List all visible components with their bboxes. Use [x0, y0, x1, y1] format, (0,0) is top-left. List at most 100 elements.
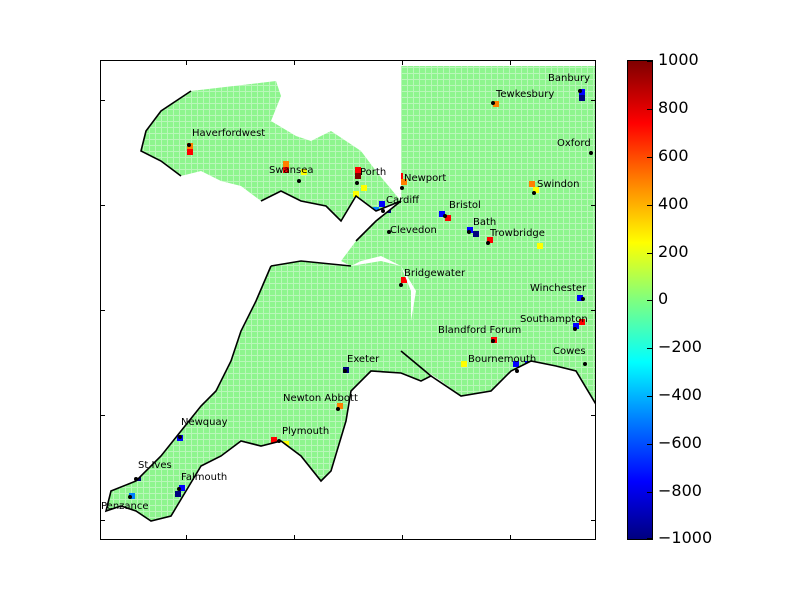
city-label-winchester: Winchester [530, 283, 587, 294]
city-dot [515, 369, 519, 373]
heat-cell [271, 437, 277, 443]
x-tick-top [402, 60, 403, 65]
heat-cell [445, 215, 451, 221]
heat-cell [283, 167, 289, 173]
city-dot [491, 339, 495, 343]
city-dot [532, 191, 536, 195]
y-tick [100, 100, 105, 101]
colorbar-tick-label: 400 [658, 194, 689, 213]
y-tick [100, 415, 105, 416]
colorbar-tick-label: −400 [658, 385, 702, 404]
city-dot [399, 283, 403, 287]
heat-cell [355, 173, 361, 179]
colorbar-tickmark [647, 492, 653, 493]
heat-cell [579, 89, 585, 95]
city-dot [297, 179, 301, 183]
city-label-clevedon: Clevedon [390, 225, 437, 236]
city-label-newquay: Newquay [181, 417, 228, 428]
city-dot [486, 241, 490, 245]
city-dot [583, 362, 587, 366]
y-tick-right [591, 520, 596, 521]
colorbar-tick-label: 800 [658, 98, 689, 117]
colorbar-tick-label: −1000 [658, 528, 713, 547]
colorbar-tickmark [647, 61, 653, 62]
city-dot [178, 435, 182, 439]
city-dot [336, 407, 340, 411]
colorbar-tick-label: 600 [658, 146, 689, 165]
city-dot [277, 439, 281, 443]
city-label-penzance: Penzance [101, 501, 149, 512]
x-tick [402, 535, 403, 540]
y-tick-right [591, 100, 596, 101]
y-tick-right [591, 415, 596, 416]
city-dot [134, 477, 138, 481]
city-label-st-ives: St Ives [138, 460, 172, 471]
heat-cell [529, 181, 535, 187]
city-label-newport: Newport [404, 173, 447, 184]
colorbar-tick-label: 0 [658, 289, 669, 308]
x-tick-top [510, 60, 511, 65]
coastline [104, 90, 595, 522]
map-svg [104, 66, 595, 522]
city-label-haverfordwest: Haverfordwest [192, 128, 266, 139]
heat-cell [493, 101, 499, 107]
city-label-cardiff: Cardiff [386, 195, 420, 206]
city-dot [443, 214, 447, 218]
x-tick [510, 535, 511, 540]
city-dot [400, 186, 404, 190]
city-label-cowes: Cowes [553, 346, 586, 357]
city-dot [177, 487, 181, 491]
y-tick-right [591, 205, 596, 206]
heat-cell [397, 173, 403, 179]
map-frame [100, 60, 596, 540]
heat-cell [461, 361, 467, 367]
city-dot [573, 327, 577, 331]
city-label-bridgewater: Bridgewater [404, 268, 466, 279]
city-dot [578, 89, 582, 93]
heat-cell [379, 201, 385, 207]
heat-cell [401, 179, 407, 185]
city-dot [467, 230, 471, 234]
colorbar-tickmark [647, 300, 653, 301]
x-tick-top [186, 60, 187, 65]
city-dot [128, 495, 132, 499]
y-tick-right [591, 310, 596, 311]
colorbar-tickmark [647, 538, 653, 539]
heat-cell [129, 493, 135, 499]
colorbar-tickmark [647, 205, 653, 206]
city-label-tewkesbury: Tewkesbury [496, 89, 555, 100]
colorbar-tick-label: 200 [658, 242, 689, 261]
colorbar-tick-label: 1000 [658, 50, 699, 69]
colorbar-tickmark [647, 396, 653, 397]
colorbar-tick-label: −200 [658, 337, 702, 356]
y-tick [100, 205, 105, 206]
heat-cell [573, 323, 579, 329]
heat-cell [355, 167, 361, 173]
heat-cell [337, 403, 343, 409]
city-label-porth: Porth [360, 167, 387, 178]
heat-cell [283, 161, 289, 167]
heat-cell [579, 319, 585, 325]
city-label-swindon: Swindon [537, 179, 580, 190]
heat-cell [277, 443, 283, 449]
city-label-trowbridge: Trowbridge [490, 228, 545, 239]
city-label-southampton: Southampton [520, 314, 588, 325]
heat-cell [401, 277, 407, 283]
city-label-exeter: Exeter [347, 354, 380, 365]
city-label-bath: Bath [473, 217, 497, 228]
city-label-plymouth: Plymouth [282, 426, 330, 437]
heat-cell [175, 491, 181, 497]
city-dot [381, 209, 385, 213]
heat-cell [579, 95, 585, 101]
heat-cell [361, 185, 367, 191]
city-dot [589, 151, 593, 155]
city-label-bournemouth: Bournemouth [468, 354, 537, 365]
city-dot [581, 297, 585, 301]
land-grid [106, 66, 595, 521]
city-dot [491, 101, 495, 105]
city-label-blandford-forum: Blandford Forum [438, 325, 522, 336]
heat-cell [519, 367, 525, 373]
colorbar-tickmark [647, 348, 653, 349]
colorbar-tick-label: −600 [658, 433, 702, 452]
